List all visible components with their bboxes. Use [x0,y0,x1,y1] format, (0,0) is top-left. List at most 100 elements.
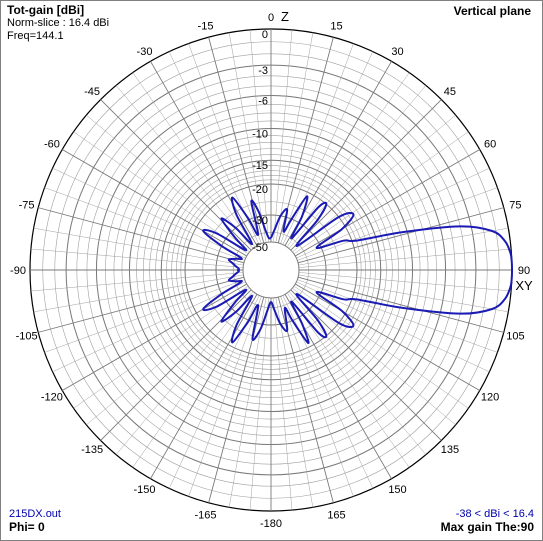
radial-tick-label: -15 [252,160,268,172]
grid-spoke [86,114,250,253]
angle-tick-label: 120 [481,392,499,404]
angle-tick-label: -90 [10,265,26,277]
grid-spoke [280,43,354,244]
grid-spoke [297,276,504,333]
grid-spoke [286,72,410,248]
angle-tick-label: -60 [44,139,60,151]
grid-spoke [100,99,252,251]
grid-spoke [273,29,293,243]
grid-spoke [188,296,262,497]
grid-spoke [282,295,374,489]
grid-spoke [275,32,314,243]
angle-tick-label: 75 [509,200,521,212]
radial-tick-label: -10 [252,129,268,141]
grid-spoke [295,149,480,257]
grid-spoke [52,167,246,259]
grid-spoke [38,276,245,333]
grid-spoke [288,291,427,455]
angle-tick-label: 165 [327,509,345,521]
angle-tick-label: 60 [484,139,496,151]
header-left: Tot-gain [dBi] Norm-slice : 16.4 dBi Fre… [7,4,109,43]
grid-spoke [150,294,258,479]
radiation-pattern-line [202,195,513,345]
angle-tick-label: -120 [41,392,63,404]
angle-tick-label: -135 [81,444,103,456]
angle-tick-label: 0 [268,12,274,24]
grid-spoke [132,72,256,248]
angle-tick-label: 30 [391,46,403,58]
axis-label-xy: XY [515,278,533,293]
grid-spoke [296,281,490,373]
grid-spoke [290,99,442,251]
grid-spoke [249,29,269,243]
grid-spoke [298,248,512,268]
angle-tick-label: -150 [133,484,155,496]
angle-tick-label: -105 [16,331,38,343]
grid-spoke [150,61,258,246]
grid-spoke [249,297,269,511]
grid-spoke [298,227,509,266]
radial-tick-label: -20 [252,184,268,196]
angle-tick-label: 105 [506,331,524,343]
grid-spoke [295,283,480,391]
grid-spoke [297,187,498,261]
grid-spoke [296,167,490,259]
grid-spoke [115,291,254,455]
norm-slice-label: Norm-slice : 16.4 dBi [7,17,110,29]
angle-tick-label: 90 [518,265,530,277]
grid-spoke [293,285,469,409]
file-name-label: 215DX.out [9,508,61,520]
grid-spoke [208,37,265,244]
grid-spoke [86,287,250,426]
grid-spoke [62,283,247,391]
grid-spoke [44,279,245,353]
angle-tick-label: -165 [194,509,216,521]
angle-tick-label: 150 [388,484,406,496]
angle-tick-label: -15 [198,21,214,33]
grid-spoke [62,149,247,257]
angle-tick-label: -180 [260,518,282,530]
max-gain-label: Max gain The:90 [440,520,534,534]
grid-spoke [273,297,293,511]
grid-spoke [282,51,374,245]
grid-spoke [52,281,246,373]
grid-spoke [100,289,252,441]
frequency-label: Freq=144.1 [7,30,64,42]
radial-tick-label: -50 [252,242,268,254]
radial-tick-label: -6 [258,95,268,107]
phi-label: Phi= 0 [9,520,45,534]
grid-spoke [297,279,498,353]
grid-spoke [30,272,244,292]
radial-tick-label: -3 [258,65,268,77]
angle-tick-label: 15 [330,21,342,33]
grid-spoke [275,297,314,508]
radial-tick-label: 0 [262,29,268,41]
footer-right: -38 < dBi < 16.4 Max gain The:90 [441,508,534,534]
angle-tick-label: -75 [19,200,35,212]
grid-spoke [293,131,469,255]
footer-left: 215DX.out Phi= 0 [9,508,61,534]
grid-spoke [33,274,244,313]
grid-spoke [188,43,262,244]
grid-spoke [132,292,256,468]
grid-spoke [298,272,512,292]
grid-spoke [115,85,254,249]
grid-spoke [44,187,245,261]
grid-spoke [298,274,509,313]
angle-tick-label: -45 [84,86,100,98]
plane-label: Vertical plane [453,4,531,18]
grid-spoke [33,227,244,266]
angle-tick-label: 45 [444,86,456,98]
grid-spoke [290,289,442,441]
axis-label-z: Z [281,9,289,24]
gain-range-label: -38 < dBi < 16.4 [455,508,534,520]
grid-spoke [280,296,354,497]
radial-tick-label: -30 [252,215,268,227]
grid-spoke [288,85,427,249]
grid-spoke [297,207,504,264]
angle-tick-label: 135 [441,444,459,456]
grid-spoke [286,292,410,468]
grid-spoke [228,32,267,243]
